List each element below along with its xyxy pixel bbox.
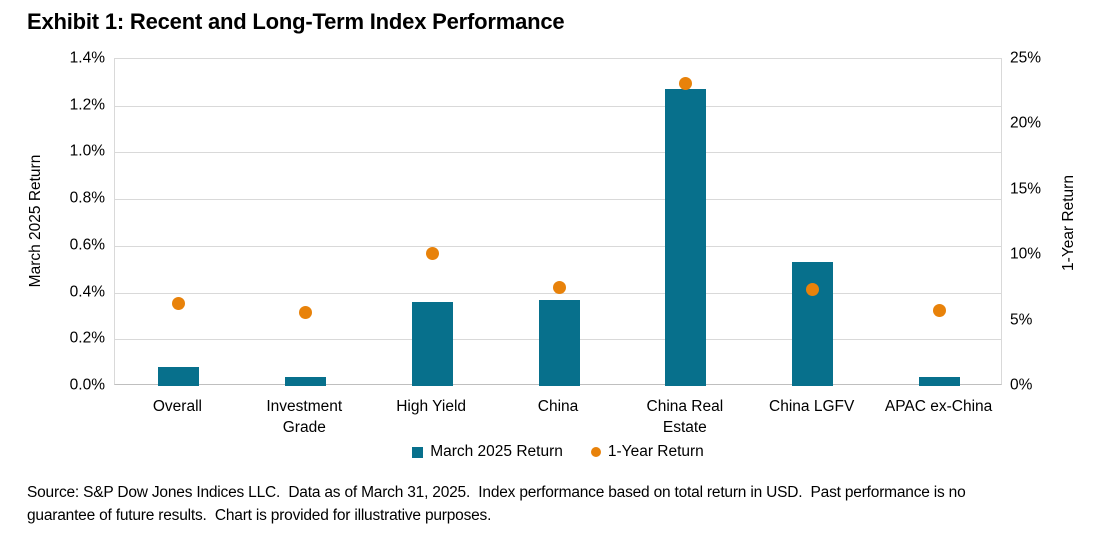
- legend-dot-swatch-icon: [590, 447, 601, 457]
- bar-march-2025-return: [792, 262, 834, 386]
- data-point-dot-1-year-return: [425, 247, 439, 261]
- y-right-tick-label: 15%: [1010, 180, 1042, 198]
- chart-legend: March 2025 Return 1-Year Return: [114, 441, 1002, 463]
- bar-march-2025-return: [411, 301, 453, 386]
- data-point-dot-1-year-return: [298, 306, 312, 320]
- bar-march-2025-return: [284, 376, 326, 386]
- y-left-tick-label: 0.4%: [69, 282, 105, 300]
- gridline: [115, 199, 1001, 201]
- category-label: High Yield: [396, 398, 467, 415]
- bar-march-2025-return: [665, 89, 707, 386]
- plot-area: [114, 58, 1002, 386]
- source-note-line: Source: S&P Dow Jones Indices LLC. Data …: [27, 484, 966, 501]
- data-point-dot-1-year-return: [806, 282, 820, 296]
- category-label: APAC ex-China: [884, 398, 993, 415]
- bar-march-2025-return: [919, 376, 961, 386]
- y-left-tick-label: 0.6%: [69, 236, 105, 254]
- source-note-line: guarantee of future results. Chart is pr…: [27, 507, 492, 524]
- bar-march-2025-return: [538, 299, 580, 386]
- right-axis-title: 1-Year Return: [1060, 175, 1077, 271]
- gridline: [115, 152, 1001, 154]
- legend-item-march-2025-return: March 2025 Return: [412, 443, 563, 461]
- legend-item-1-year-return: 1-Year Return: [590, 443, 704, 461]
- source-note: Source: S&P Dow Jones Indices LLC. Data …: [27, 481, 1102, 527]
- y-right-tick-label: 20%: [1010, 114, 1042, 132]
- category-label: China: [537, 398, 579, 415]
- data-point-dot-1-year-return: [933, 303, 947, 317]
- y-left-tick-label: 1.0%: [69, 142, 105, 160]
- category-label: Overall: [152, 398, 202, 415]
- category-label: China LGFV: [769, 398, 855, 415]
- legend-label: March 2025 Return: [430, 443, 563, 460]
- y-left-tick-label: 0.2%: [69, 329, 105, 347]
- gridline: [115, 245, 1001, 247]
- y-right-tick-label: 0%: [1010, 376, 1033, 394]
- gridline: [115, 105, 1001, 107]
- bar-march-2025-return: [157, 367, 199, 386]
- y-right-tick-label: 25%: [1010, 49, 1042, 67]
- y-left-tick-label: 0.0%: [69, 376, 105, 394]
- y-right-tick-label: 5%: [1010, 310, 1033, 328]
- data-point-dot-1-year-return: [552, 281, 566, 295]
- data-point-dot-1-year-return: [171, 297, 185, 311]
- y-left-tick-label: 1.2%: [69, 95, 105, 113]
- left-axis-title: March 2025 Return: [27, 154, 44, 288]
- y-left-tick-label: 0.8%: [69, 189, 105, 207]
- y-right-tick-label: 10%: [1010, 245, 1042, 263]
- exhibit-title: Exhibit 1: Recent and Long-Term Index Pe…: [27, 9, 565, 34]
- data-point-dot-1-year-return: [679, 77, 693, 91]
- y-left-tick-label: 1.4%: [69, 49, 105, 67]
- legend-label: 1-Year Return: [607, 443, 704, 460]
- legend-bar-swatch-icon: [412, 446, 424, 458]
- category-label: Investment Grade: [266, 398, 343, 436]
- category-label: China Real Estate: [646, 398, 724, 436]
